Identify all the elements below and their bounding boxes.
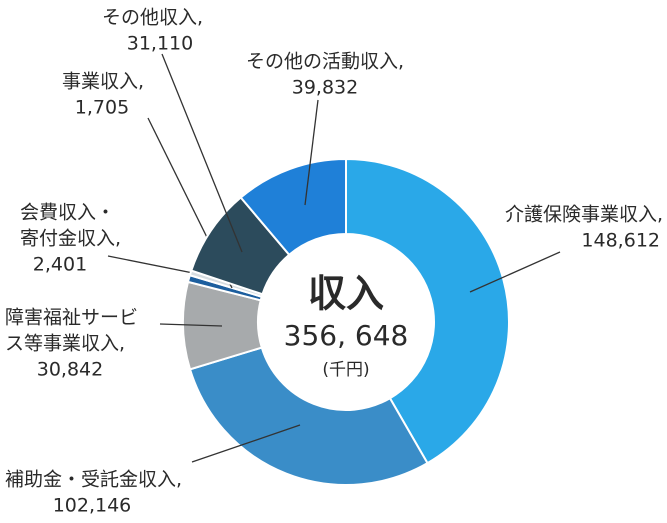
slice-value-label: 39,832 (292, 77, 358, 99)
slice-label: その他の活動収入, (246, 51, 404, 73)
center-title: 収入 (308, 272, 384, 316)
slice-label: 障害福祉サービ (5, 307, 138, 329)
center-unit: (千円) (322, 360, 369, 380)
slice-label: ス等事業収入, (5, 333, 125, 355)
leader-line (469, 251, 561, 293)
leader-line (159, 323, 223, 327)
donut-slice (188, 346, 429, 486)
slice-label: 補助金・受託金収入, (5, 469, 182, 491)
slice-value-label: 30,842 (37, 359, 103, 381)
slice-value-label: 31,110 (127, 33, 193, 55)
slice-label: 事業収入, (62, 71, 144, 93)
slice-label: 介護保険事業収入, (505, 204, 663, 226)
donut-slice (345, 157, 510, 465)
leader-line (191, 424, 301, 463)
slice-value-label: 102,146 (53, 495, 132, 517)
leader-line (304, 99, 319, 206)
slice-value-label: 2,401 (33, 254, 87, 276)
center-total: 356, 648 (284, 319, 409, 352)
slice-label: 寄付金収入, (20, 228, 121, 250)
leader-line (161, 53, 243, 253)
slice-label: その他収入, (102, 7, 203, 29)
donut-slice (239, 157, 347, 257)
slice-value-label: 1,705 (75, 97, 129, 119)
slice-label: 会費収入・ (20, 202, 115, 224)
slice-value-label: 148,612 (581, 230, 660, 252)
